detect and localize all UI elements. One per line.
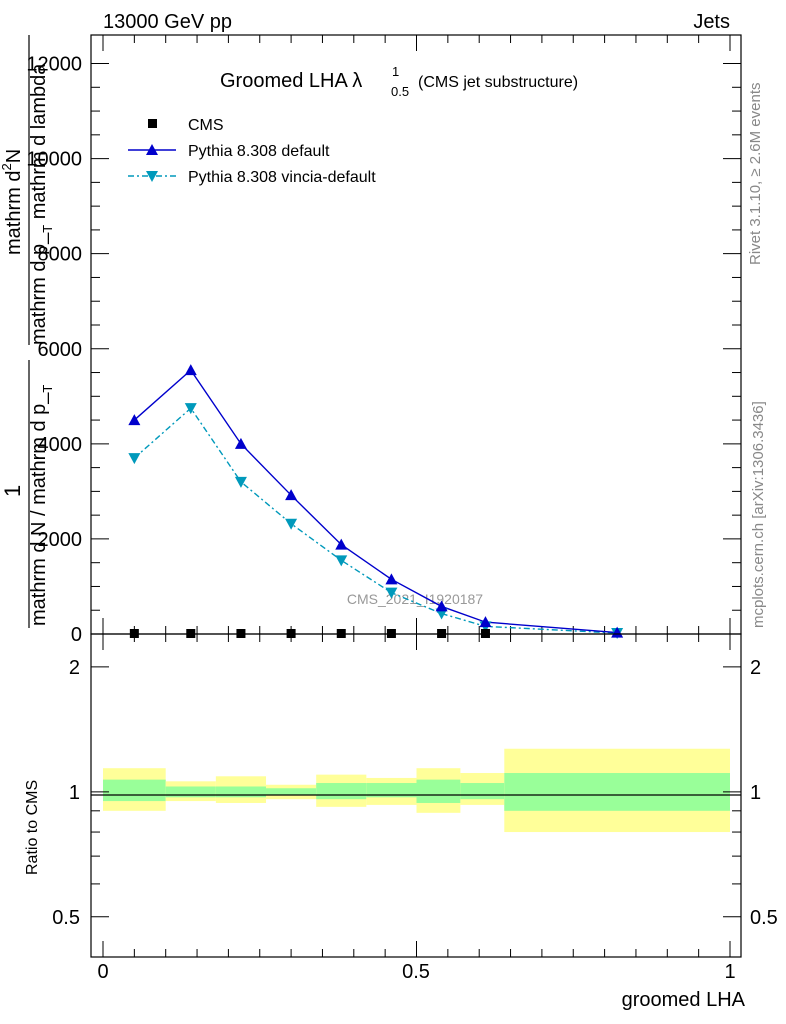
x-tick-label-0-5: 0.5 <box>402 961 430 983</box>
ratio-band-inner <box>266 788 317 796</box>
main-x-ticks <box>102 35 731 634</box>
title-sub: 0.5 <box>391 84 409 99</box>
legend-cms-label: CMS <box>188 117 224 134</box>
default-point <box>128 414 141 426</box>
vincia-point <box>128 453 141 465</box>
ratio-y-tick-label-right: 2 <box>750 657 761 679</box>
vincia-point <box>335 555 348 567</box>
ratio-band-inner <box>460 783 505 800</box>
ratio-y-tick-label: 0.5 <box>52 907 80 929</box>
y-tick-label: 10000 <box>26 149 82 171</box>
ratio-bands <box>103 748 730 833</box>
default-point <box>611 626 624 638</box>
vincia-point <box>285 518 298 530</box>
title-main: Groomed LHA λ <box>220 70 362 92</box>
title-note: (CMS jet substructure) <box>418 74 578 91</box>
y-tick-label: 2000 <box>38 529 83 551</box>
title-sup: 1 <box>392 64 399 79</box>
legend-default-marker <box>146 144 158 155</box>
main-y-axis-label: 1 mathrm d N / mathrm d p_T mathrm d2N m… <box>0 35 55 628</box>
ratio-y-tick-label: 2 <box>69 657 80 679</box>
header-left: 13000 GeV pp <box>103 11 232 33</box>
ratio-band-inner <box>215 786 267 798</box>
ratio-y-ticks: 0.5 0.5 1 1 2 2 <box>52 657 778 958</box>
legend-cms-marker <box>148 119 157 128</box>
y-tick-label: 12000 <box>26 54 82 76</box>
ratio-band-inner <box>504 773 730 811</box>
vincia-point <box>184 403 197 415</box>
default-point <box>479 616 492 628</box>
ratio-band-inner <box>316 783 367 800</box>
ratio-band-inner <box>165 786 216 798</box>
ratio-y-tick-label-right: 0.5 <box>750 907 778 929</box>
default-point <box>285 489 298 501</box>
ratio-x-ticks <box>102 634 731 957</box>
ratio-band-inner <box>416 779 461 803</box>
y-tick-label: 8000 <box>38 244 83 266</box>
default-point <box>184 364 197 376</box>
main-y-ticks: 0 2000 4000 6000 8000 10000 12000 <box>26 54 741 646</box>
ylabel-bot-den: mathrm d p_T mathrm d lambda <box>28 63 55 345</box>
analysis-watermark: CMS_2021_I1920187 <box>347 591 483 607</box>
y-tick-label: 0 <box>71 624 82 646</box>
ylabel-bot-num: mathrm d2N <box>0 149 25 255</box>
legend-vincia-label: Pythia 8.308 vincia-default <box>188 169 376 186</box>
series-line-vincia <box>133 407 618 634</box>
mcplots-label: mcplots.cern.ch [arXiv:1306.3436] <box>750 401 767 628</box>
y-tick-label: 6000 <box>38 339 83 361</box>
header-right: Jets <box>693 11 730 33</box>
default-point <box>385 573 398 585</box>
ratio-y-axis-label: Ratio to CMS <box>24 780 41 875</box>
legend-vincia-marker <box>146 171 158 182</box>
y-tick-label: 4000 <box>38 434 83 456</box>
vincia-point <box>385 587 398 599</box>
default-point <box>234 437 247 449</box>
ylabel-top-num: 1 <box>0 485 25 497</box>
ratio-band-inner <box>366 783 417 798</box>
legend-default-label: Pythia 8.308 default <box>188 143 330 160</box>
default-point <box>335 538 348 550</box>
x-tick-label-0: 0 <box>97 961 108 983</box>
plot-title: Groomed LHA λ 1 0.5 (CMS jet substructur… <box>220 64 578 99</box>
ratio-y-tick-label-right: 1 <box>750 782 761 804</box>
ratio-y-tick-label: 1 <box>69 782 80 804</box>
ylabel-top-den: mathrm d N / mathrm d p_T <box>28 385 55 626</box>
ratio-band-inner <box>103 779 166 802</box>
legend: CMS Pythia 8.308 default Pythia 8.308 vi… <box>128 117 376 186</box>
vincia-point <box>234 476 247 488</box>
rivet-label: Rivet 3.1.10, ≥ 2.6M events <box>747 83 764 266</box>
x-tick-label-1: 1 <box>724 961 735 983</box>
default-point <box>435 600 448 612</box>
x-axis-label: groomed LHA <box>622 989 746 1011</box>
